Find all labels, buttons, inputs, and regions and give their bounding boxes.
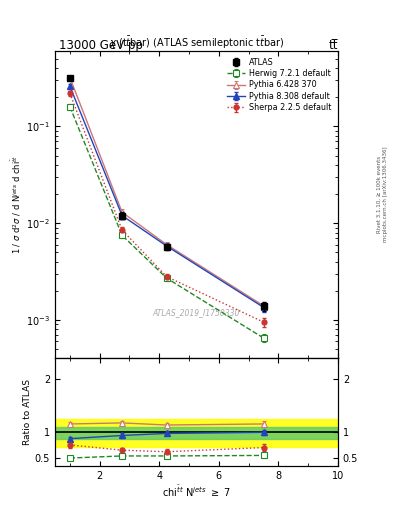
Text: Rivet 3.1.10, ≥ 100k events: Rivet 3.1.10, ≥ 100k events [377, 156, 382, 233]
Y-axis label: Ratio to ATLAS: Ratio to ATLAS [23, 379, 32, 445]
Bar [55, 419, 338, 446]
Y-axis label: 1 / $\sigma$ d$^2\sigma$ / d N$^{jets}$ d chi$^{\bar{t}t}$: 1 / $\sigma$ d$^2\sigma$ / d N$^{jets}$ … [10, 155, 24, 254]
Text: tt̅: tt̅ [329, 39, 338, 52]
Text: ATLAS_2019_I1750330: ATLAS_2019_I1750330 [153, 308, 240, 317]
X-axis label: chi$^{\bar{t}t}$ N$^{jets}$ $\geq$ 7: chi$^{\bar{t}t}$ N$^{jets}$ $\geq$ 7 [162, 483, 231, 499]
Title: $\chi$ (t$\bar{t}$bar) (ATLAS semileptonic t$\bar{t}$bar): $\chi$ (t$\bar{t}$bar) (ATLAS semilepton… [108, 35, 285, 51]
Legend: ATLAS, Herwig 7.2.1 default, Pythia 6.428 370, Pythia 8.308 default, Sherpa 2.2.: ATLAS, Herwig 7.2.1 default, Pythia 6.42… [225, 55, 334, 115]
Text: mcplots.cern.ch [arXiv:1306.3436]: mcplots.cern.ch [arXiv:1306.3436] [383, 147, 387, 242]
Bar [55, 426, 338, 439]
Text: 13000 GeV pp: 13000 GeV pp [59, 39, 143, 52]
